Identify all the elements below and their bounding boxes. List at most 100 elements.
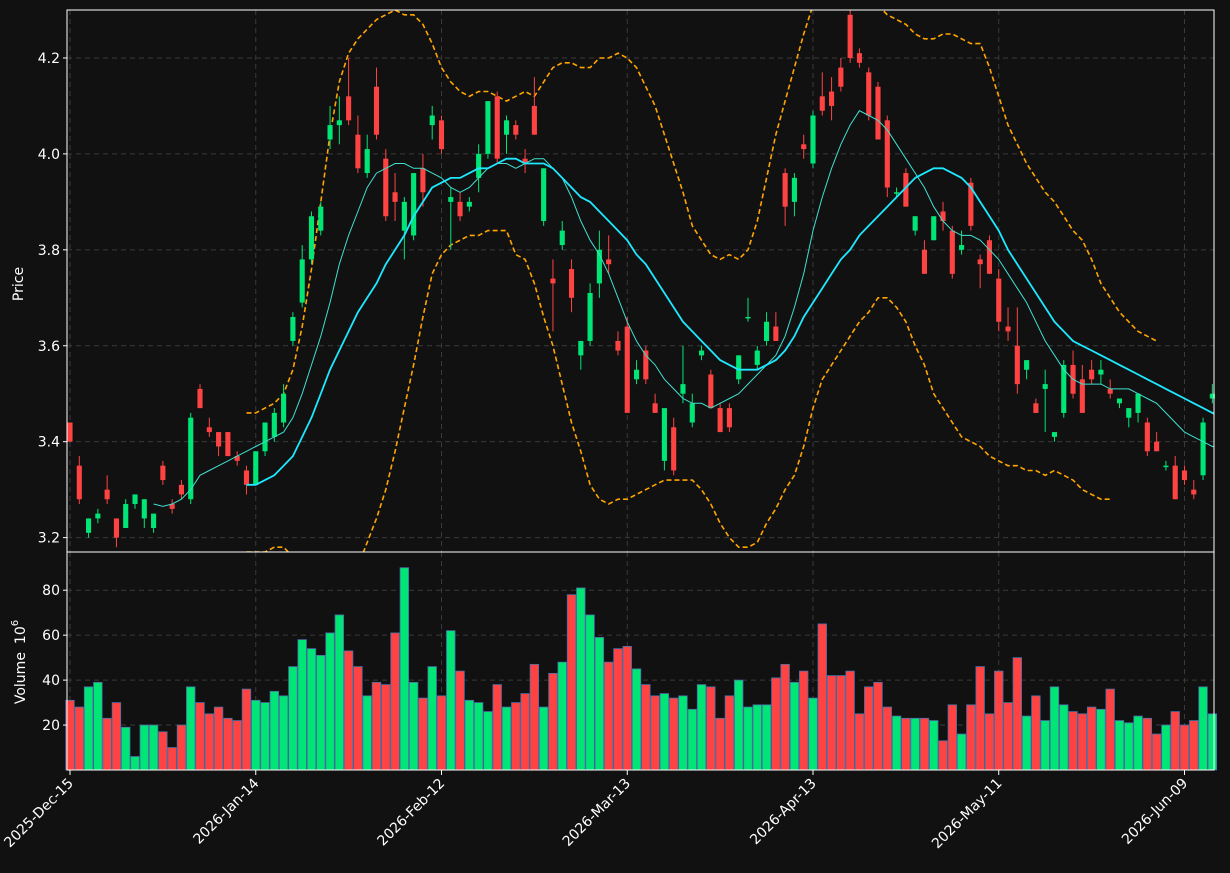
candle-body-88 (884, 120, 890, 188)
candle-body-56 (587, 292, 593, 341)
candle-body-120 (1181, 470, 1188, 481)
volume-bar-44 (473, 702, 484, 771)
candle-body-92 (921, 249, 927, 274)
volume-tick-label-1: 40 (42, 673, 60, 689)
candle-body-1 (76, 465, 82, 500)
candle-body-86 (866, 72, 872, 116)
volume-bar-43 (464, 699, 475, 771)
candle-body-50 (531, 105, 537, 135)
candle-body-51 (541, 168, 547, 222)
volume-bar-26 (306, 648, 317, 771)
volume-bar-25 (297, 639, 307, 771)
volume-bar-103 (1021, 715, 1032, 771)
candle-body-107 (1061, 364, 1067, 413)
volume-bar-14 (195, 702, 205, 771)
volume-bar-42 (455, 670, 465, 771)
price-tick-label-3: 3.8 (38, 243, 60, 259)
volume-bar-120 (1179, 724, 1190, 771)
candle-body-26 (308, 216, 315, 260)
candle-body-109 (1079, 379, 1085, 413)
candle-body-53 (559, 230, 565, 246)
price-tick-label-1: 3.4 (38, 435, 60, 451)
volume-bar-70 (715, 717, 725, 771)
candle-body-37 (411, 173, 417, 236)
candle-body-23 (281, 393, 287, 423)
candle-body-46 (494, 96, 500, 159)
candle-body-117 (1154, 441, 1160, 452)
volume-bar-46 (492, 684, 502, 771)
volume-bar-119 (1170, 711, 1180, 771)
volume-bar-71 (724, 695, 735, 771)
candle-body-113 (1116, 398, 1123, 404)
candle-body-14 (197, 388, 203, 409)
volume-bar-107 (1059, 704, 1069, 771)
volume-bar-122 (1198, 686, 1208, 771)
volume-bar-98 (975, 666, 985, 771)
volume-bar-65 (669, 697, 679, 771)
candle-body-25 (299, 259, 305, 303)
volume-y-ticks: 20 40 60 80 (42, 583, 67, 734)
volume-bar-3 (93, 681, 103, 771)
candle-body-103 (1024, 360, 1030, 370)
candle-body-29 (336, 120, 342, 126)
volume-bar-41 (446, 630, 456, 771)
volume-bar-21 (260, 702, 270, 771)
volume-bar-6 (121, 726, 131, 771)
candle-body-52 (550, 278, 556, 284)
candle-body-99 (986, 240, 993, 274)
volume-tick-label-3: 80 (42, 583, 60, 599)
volume-bar-52 (548, 672, 558, 771)
volume-bar-60 (622, 645, 632, 771)
volume-bar-94 (938, 740, 948, 771)
price-axis-title: Price (11, 267, 27, 301)
candle-body-9 (151, 513, 157, 529)
candle-body-89 (894, 192, 900, 194)
candle-body-121 (1191, 489, 1197, 495)
candle-body-7 (132, 494, 138, 505)
candle-body-97 (968, 182, 974, 226)
volume-bar-11 (167, 747, 177, 771)
volume-bar-7 (130, 756, 140, 771)
candle-body-81 (819, 96, 825, 111)
volume-bar-4 (102, 717, 112, 771)
volume-bar-78 (789, 681, 800, 771)
candle-body-5 (113, 518, 119, 538)
volume-bar-38 (418, 697, 428, 771)
volume-bar-75 (761, 704, 772, 771)
candle-body-20 (253, 451, 259, 485)
volume-bar-37 (408, 681, 419, 771)
volume-bar-110 (1086, 706, 1097, 771)
volume-axis-exponent-base: 10 (13, 626, 29, 644)
volume-bar-13 (186, 686, 196, 771)
volume-bar-112 (1105, 688, 1115, 771)
volume-bar-48 (511, 702, 521, 771)
candle-body-115 (1135, 393, 1141, 413)
candle-body-60 (624, 326, 630, 413)
volume-bar-108 (1068, 711, 1078, 771)
volume-bar-34 (381, 684, 391, 771)
volume-bar-15 (204, 713, 214, 771)
moving-averages (153, 110, 1214, 507)
volume-bar-12 (176, 724, 187, 771)
candle-body-58 (606, 259, 612, 265)
candle-body-49 (522, 158, 528, 164)
candle-body-100 (996, 278, 1002, 322)
volume-bar-115 (1133, 715, 1143, 771)
candle-body-102 (1014, 345, 1020, 385)
candle-body-4 (104, 489, 110, 500)
candle-body-61 (633, 369, 640, 380)
volume-bar-92 (919, 717, 930, 771)
volume-bar-49 (520, 693, 530, 771)
price-tick-label-0: 3.2 (38, 531, 60, 547)
volume-bar-96 (956, 733, 967, 771)
volume-bar-89 (891, 715, 902, 771)
volume-bar-50 (529, 663, 540, 771)
candle-body-38 (420, 168, 426, 193)
candle-body-95 (949, 230, 955, 274)
volume-bar-100 (994, 670, 1004, 771)
volume-bar-56 (585, 614, 595, 771)
candle-body-93 (931, 216, 937, 241)
volume-bar-2 (83, 686, 94, 771)
volume-bar-97 (966, 704, 976, 771)
